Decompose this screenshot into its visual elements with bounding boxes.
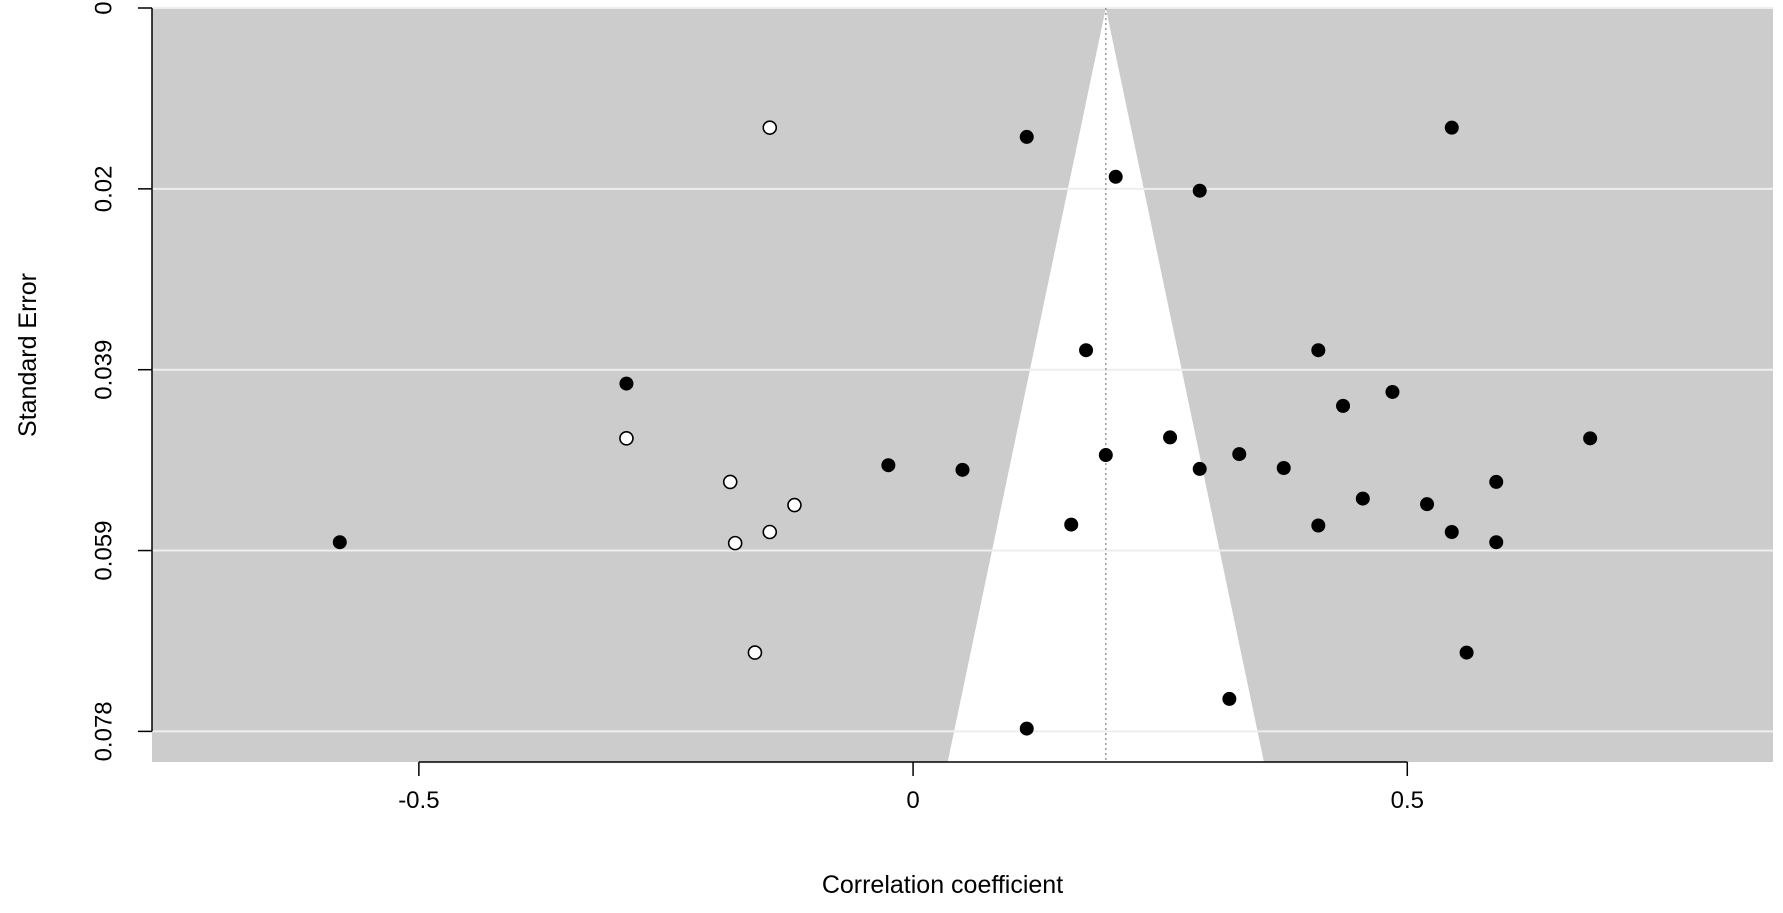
observed-point-23 [1444, 524, 1459, 539]
x-tick-label-1: 0 [906, 787, 919, 814]
observed-point-14 [1192, 461, 1207, 476]
imputed-point-3 [787, 497, 802, 513]
y-tick-label-3: 0.059 [91, 521, 118, 581]
x-axis-title: Correlation coefficient [822, 871, 1063, 899]
observed-point-21 [1064, 517, 1079, 532]
y-tick-label-0: 0 [91, 1, 118, 14]
observed-point-19 [1420, 497, 1435, 512]
x-tick-label-2: 0.5 [1391, 787, 1424, 814]
imputed-point-6 [747, 645, 763, 660]
imputed-point-2 [722, 474, 738, 490]
observed-point-13 [1163, 430, 1178, 445]
observed-point-1 [1444, 120, 1459, 135]
y-axis: 0 0.02 0.039 0.059 0.078 [91, 1, 153, 761]
y-tick-label-1: 0.02 [91, 165, 118, 212]
observed-point-7 [1336, 398, 1351, 413]
observed-point-26 [1222, 691, 1237, 706]
y-tick-label-2: 0.039 [91, 340, 118, 400]
observed-point-25 [1459, 645, 1474, 660]
imputed-point-4 [727, 535, 743, 551]
observed-point-24 [1489, 535, 1504, 550]
observed-point-27 [1019, 721, 1034, 736]
y-tick-label-4: 0.078 [91, 701, 118, 761]
observed-point-5 [1311, 343, 1326, 358]
y-axis-title: Standard Error [14, 273, 42, 437]
x-tick-label-0: -0.5 [398, 787, 439, 814]
observed-point-22 [1311, 518, 1326, 533]
observed-point-15 [1232, 447, 1247, 462]
observed-point-2 [1108, 169, 1123, 184]
observed-point-17 [1583, 431, 1598, 446]
observed-point-3 [1192, 183, 1207, 198]
observed-point-11 [955, 462, 970, 477]
observed-point-9 [332, 535, 347, 550]
observed-point-6 [1385, 384, 1400, 399]
plot-background [152, 8, 1773, 762]
observed-point-0 [1019, 129, 1034, 144]
observed-point-10 [881, 458, 896, 473]
observed-point-20 [1489, 474, 1504, 489]
imputed-point-5 [762, 524, 778, 540]
x-axis: -0.5 0 0.5 [398, 761, 1424, 814]
observed-point-18 [1355, 491, 1370, 506]
observed-point-8 [619, 376, 634, 391]
y-gridlines [152, 7, 1773, 733]
data-points [332, 120, 1598, 736]
imputed-point-1 [619, 431, 634, 446]
imputed-point-0 [762, 120, 778, 135]
observed-point-16 [1276, 461, 1291, 476]
observed-point-4 [1079, 343, 1094, 358]
observed-point-12 [1098, 448, 1113, 463]
